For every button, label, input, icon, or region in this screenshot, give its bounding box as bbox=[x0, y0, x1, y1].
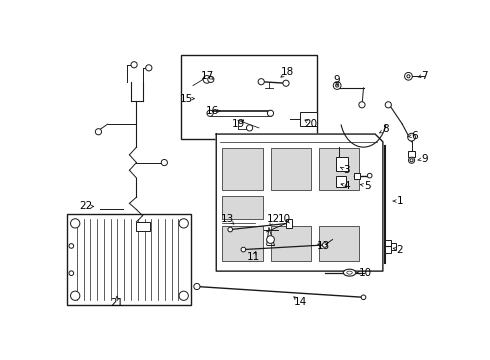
Circle shape bbox=[131, 62, 137, 68]
Circle shape bbox=[258, 78, 264, 85]
Ellipse shape bbox=[347, 271, 352, 274]
Bar bbox=[270, 148, 311, 190]
Circle shape bbox=[71, 219, 80, 228]
Bar bbox=[68, 214, 192, 305]
Circle shape bbox=[96, 129, 101, 135]
Circle shape bbox=[203, 76, 211, 83]
Circle shape bbox=[408, 133, 416, 141]
Bar bbox=[222, 195, 263, 219]
Bar bbox=[222, 226, 263, 261]
Circle shape bbox=[283, 80, 289, 86]
Text: 4: 4 bbox=[343, 181, 350, 191]
Text: 21: 21 bbox=[110, 298, 123, 309]
Bar bbox=[318, 226, 359, 261]
Circle shape bbox=[359, 102, 365, 108]
Bar bbox=[336, 157, 348, 171]
Circle shape bbox=[361, 295, 366, 300]
Circle shape bbox=[268, 110, 273, 116]
Text: 18: 18 bbox=[281, 67, 294, 77]
Circle shape bbox=[179, 291, 188, 300]
Circle shape bbox=[410, 159, 413, 162]
Bar bbox=[408, 151, 416, 157]
Circle shape bbox=[194, 283, 200, 289]
Circle shape bbox=[246, 125, 253, 131]
Text: 9: 9 bbox=[334, 75, 341, 85]
Text: 19: 19 bbox=[231, 119, 245, 129]
Circle shape bbox=[409, 157, 415, 163]
Text: 17: 17 bbox=[200, 71, 214, 81]
Bar bbox=[385, 239, 392, 253]
Circle shape bbox=[161, 159, 168, 166]
Circle shape bbox=[368, 173, 372, 178]
Bar bbox=[270, 226, 311, 261]
Circle shape bbox=[179, 219, 188, 228]
Text: 22: 22 bbox=[79, 202, 93, 211]
Bar bbox=[318, 148, 359, 190]
Bar bbox=[354, 172, 361, 179]
Text: 13: 13 bbox=[317, 241, 330, 251]
Text: 5: 5 bbox=[364, 181, 371, 191]
Circle shape bbox=[207, 110, 213, 116]
Circle shape bbox=[146, 65, 152, 71]
Circle shape bbox=[69, 271, 74, 275]
Text: 14: 14 bbox=[294, 297, 307, 307]
Text: 11: 11 bbox=[247, 252, 260, 262]
Circle shape bbox=[69, 244, 74, 248]
Text: 7: 7 bbox=[421, 71, 428, 81]
Text: 9: 9 bbox=[421, 154, 428, 164]
Polygon shape bbox=[216, 134, 383, 271]
Text: 15: 15 bbox=[180, 94, 194, 104]
Circle shape bbox=[336, 84, 339, 87]
Text: 6: 6 bbox=[411, 131, 418, 141]
Bar bbox=[222, 148, 263, 190]
Text: 8: 8 bbox=[383, 125, 389, 134]
Bar bbox=[300, 112, 317, 126]
Bar bbox=[336, 176, 345, 187]
Text: 2: 2 bbox=[396, 244, 403, 255]
Circle shape bbox=[208, 76, 214, 82]
Circle shape bbox=[405, 72, 412, 80]
Text: 10: 10 bbox=[359, 267, 371, 278]
Text: 13: 13 bbox=[221, 214, 235, 224]
Circle shape bbox=[267, 236, 274, 243]
Text: 10: 10 bbox=[278, 214, 291, 224]
Bar bbox=[392, 243, 396, 249]
Circle shape bbox=[333, 82, 341, 89]
Circle shape bbox=[407, 75, 410, 78]
Circle shape bbox=[241, 247, 245, 252]
Text: 3: 3 bbox=[343, 165, 350, 175]
Circle shape bbox=[228, 227, 233, 232]
Bar bbox=[181, 55, 317, 139]
Text: 20: 20 bbox=[304, 119, 318, 129]
Bar bbox=[286, 219, 292, 228]
Text: 12: 12 bbox=[267, 214, 280, 224]
Text: 1: 1 bbox=[396, 196, 403, 206]
Ellipse shape bbox=[343, 269, 356, 276]
Circle shape bbox=[385, 102, 392, 108]
Circle shape bbox=[71, 291, 80, 300]
Text: 16: 16 bbox=[206, 106, 219, 116]
Bar bbox=[136, 222, 150, 231]
Circle shape bbox=[322, 243, 327, 247]
